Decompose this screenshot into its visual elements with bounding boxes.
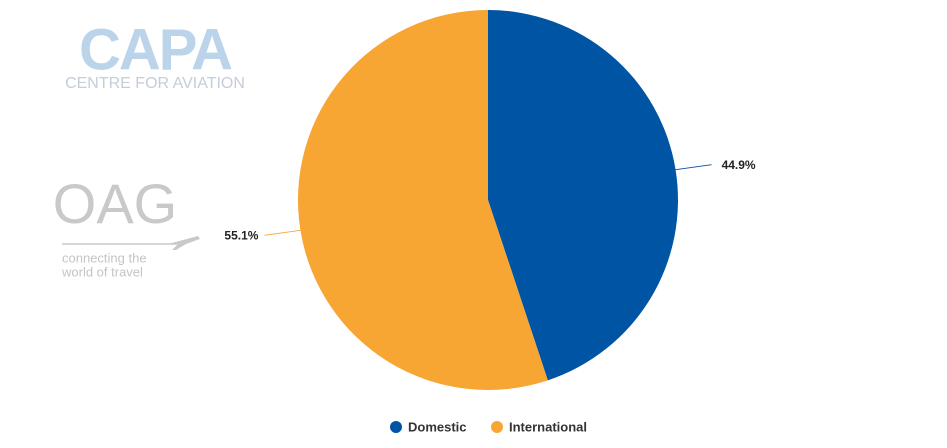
- legend-label[interactable]: International: [509, 419, 587, 434]
- capa-logo: CAPA: [79, 17, 232, 82]
- capa-subtitle: CENTRE FOR AVIATION: [65, 75, 245, 92]
- value-label: 44.9%: [722, 158, 756, 172]
- leader-line: [675, 164, 712, 171]
- oag-logo: OAG: [53, 172, 177, 235]
- pie-slice: [488, 10, 679, 381]
- plane-icon: [62, 236, 200, 250]
- legend-label[interactable]: Domestic: [408, 419, 467, 434]
- oag-tagline: connecting the: [62, 250, 147, 265]
- oag-tagline: world of travel: [61, 264, 143, 279]
- value-label: 55.1%: [224, 228, 258, 242]
- legend-marker: [390, 421, 402, 433]
- legend-marker: [491, 421, 503, 433]
- pie-slice: [298, 10, 548, 390]
- legend: Domestic International: [390, 419, 587, 434]
- leader-line: [264, 229, 301, 236]
